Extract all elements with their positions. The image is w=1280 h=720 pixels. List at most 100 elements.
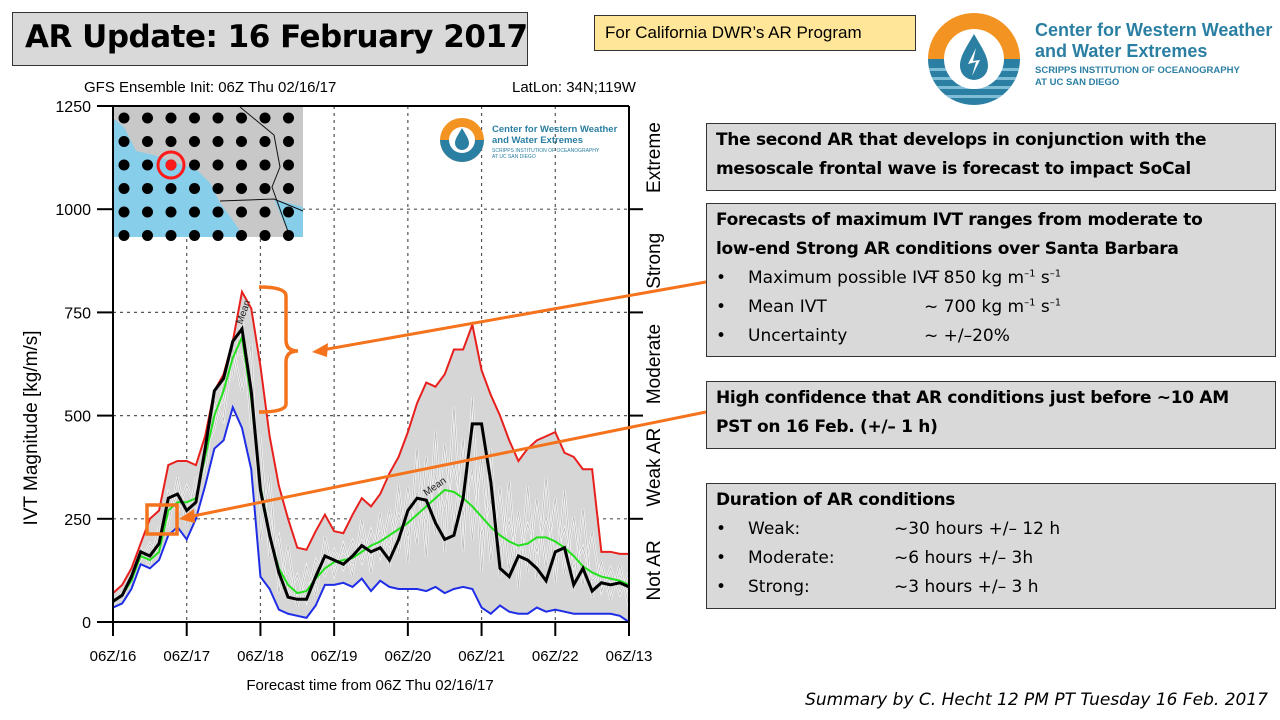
grid-point [142, 112, 153, 124]
grid-point [118, 183, 130, 194]
bullet: • [716, 519, 727, 539]
bullet: • [716, 326, 727, 346]
grid-point [189, 206, 200, 218]
ivt-line2: low-end Strong AR conditions over Santa … [716, 239, 1179, 259]
selected-point-marker [156, 150, 186, 180]
ivt-line1: Forecasts of maximum IVT ranges from mod… [716, 210, 1203, 230]
summary-line2: mesoscale frontal wave is forecast to im… [716, 159, 1191, 179]
y-tick-label: 500 [64, 409, 91, 426]
grid-point [212, 206, 224, 218]
category-band-label: Strong [644, 233, 665, 289]
bullet: • [716, 548, 727, 568]
summary-box: The second AR that develops in conjuncti… [706, 123, 1276, 191]
grid-point [118, 206, 130, 218]
y-tick-label: 1000 [55, 202, 91, 219]
grid-point [189, 112, 200, 124]
chart-location: LatLon: 34N;119W [512, 79, 637, 96]
grid-point [236, 159, 247, 171]
ivt-item-label: Maximum possible IVT [748, 268, 940, 288]
duration-title: Duration of AR conditions [716, 490, 956, 510]
grid-point [236, 183, 247, 194]
exp: –1 [1024, 297, 1036, 309]
grid-point [236, 112, 247, 124]
bullet: • [716, 268, 727, 288]
grid-point [283, 183, 294, 194]
grid-point [259, 159, 271, 171]
x-tick-label: 06Z/17 [163, 648, 210, 665]
duration-item-label: Strong: [748, 577, 810, 597]
grid-point [212, 136, 224, 147]
chart-logo: Center for Western Weather and Water Ext… [440, 118, 618, 162]
duration-item-label: Weak: [748, 519, 801, 539]
ivt-box: Forecasts of maximum IVT ranges from mod… [706, 203, 1276, 357]
chart-logo-line4: AT UC SAN DIEGO [492, 154, 536, 160]
grid-point [212, 230, 224, 241]
duration-item-weak: • Weak: ~30 hours +/– 12 h [716, 515, 1266, 544]
y-tick-label: 750 [64, 305, 91, 322]
selected-grid-point [165, 159, 177, 171]
grid-point [212, 183, 224, 194]
grid-point [118, 136, 130, 147]
grid-point [165, 136, 177, 147]
grid-point [165, 230, 177, 241]
grid-point [259, 183, 271, 194]
grid-point [189, 159, 200, 171]
ensemble-spread-area [113, 291, 629, 622]
category-band-label: Not AR [644, 540, 665, 600]
exp: –1 [1024, 268, 1036, 280]
grid-point [142, 230, 153, 241]
x-axis-label: Forecast time from 06Z Thu 02/16/17 [246, 677, 493, 692]
confidence-line1: High confidence that AR conditions just … [716, 388, 1229, 408]
grid-point [142, 136, 153, 147]
logo-title: Center for Western Weather and Water Ext… [1035, 20, 1272, 62]
logo-line3: SCRIPPS INSTITUTION OF OCEANOGRAPHY [1035, 65, 1240, 76]
ivt-item-mean: • Mean IVT ~ 700 kg m–1 s–1 [716, 293, 1266, 322]
grid-point [142, 206, 153, 218]
logo-line1: Center for Western Weather [1035, 20, 1273, 40]
grid-point [189, 136, 200, 147]
grid-point [259, 112, 271, 124]
logo-subtitle: SCRIPPS INSTITUTION OF OCEANOGRAPHY AT U… [1035, 65, 1240, 89]
duration-box: Duration of AR conditions • Weak: ~30 ho… [706, 483, 1276, 609]
ivt-uncertainty-value: ~ +/–20% [924, 326, 1010, 346]
duration-item-value: ~3 hours +/– 3 h [894, 577, 1039, 597]
x-tick-label: 06Z/13 [606, 648, 653, 665]
grid-point [283, 112, 294, 124]
location-map-inset [114, 106, 304, 241]
grid-point [236, 230, 247, 241]
logo-line4: AT UC SAN DIEGO [1035, 77, 1120, 88]
grid-point [236, 136, 247, 147]
chart-logo-line1: Center for Western Weather [492, 124, 618, 135]
ivt-mean-value: ~ 700 kg m [924, 297, 1025, 317]
x-tick-label: 06Z/21 [458, 648, 505, 665]
grid-point [142, 159, 153, 171]
x-tick-label: 06Z/22 [532, 648, 579, 665]
grid-point [259, 206, 271, 218]
summary-credit: Summary by C. Hecht 12 PM PT Tuesday 16 … [805, 690, 1268, 710]
ivt-item-uncertainty: • Uncertainty ~ +/–20% [716, 322, 1266, 351]
y-tick-label: 250 [64, 512, 91, 529]
map-border [219, 198, 304, 212]
x-tick-label: 06Z/18 [237, 648, 284, 665]
grid-point [283, 206, 294, 218]
ivt-chart: GFS Ensemble Init: 06Z Thu 02/16/17 LatL… [21, 79, 665, 692]
confidence-box: High confidence that AR conditions just … [706, 381, 1276, 449]
map-border [239, 106, 291, 238]
duration-item-value: ~30 hours +/– 12 h [894, 519, 1061, 539]
logo-line2: and Water Extremes [1035, 41, 1208, 61]
chart-title: GFS Ensemble Init: 06Z Thu 02/16/17 [84, 79, 336, 96]
duration-item-strong: • Strong: ~3 hours +/– 3 h [716, 573, 1266, 602]
page-title: AR Update: 16 February 2017 [25, 19, 528, 55]
grid-point [142, 183, 153, 194]
unit: s [1035, 268, 1050, 288]
ivt-item-label: Uncertainty [748, 326, 848, 346]
grid-point [236, 206, 247, 218]
grid-point [165, 183, 177, 194]
duration-item-label: Moderate: [748, 548, 835, 568]
cw3e-logo-icon [928, 13, 1020, 105]
y-axis-label: IVT Magnitude [kg/m/s] [21, 330, 42, 525]
grid-point [283, 230, 294, 241]
grid-point [118, 112, 130, 124]
grid-point [165, 206, 177, 218]
x-tick-label: 06Z/16 [90, 648, 137, 665]
